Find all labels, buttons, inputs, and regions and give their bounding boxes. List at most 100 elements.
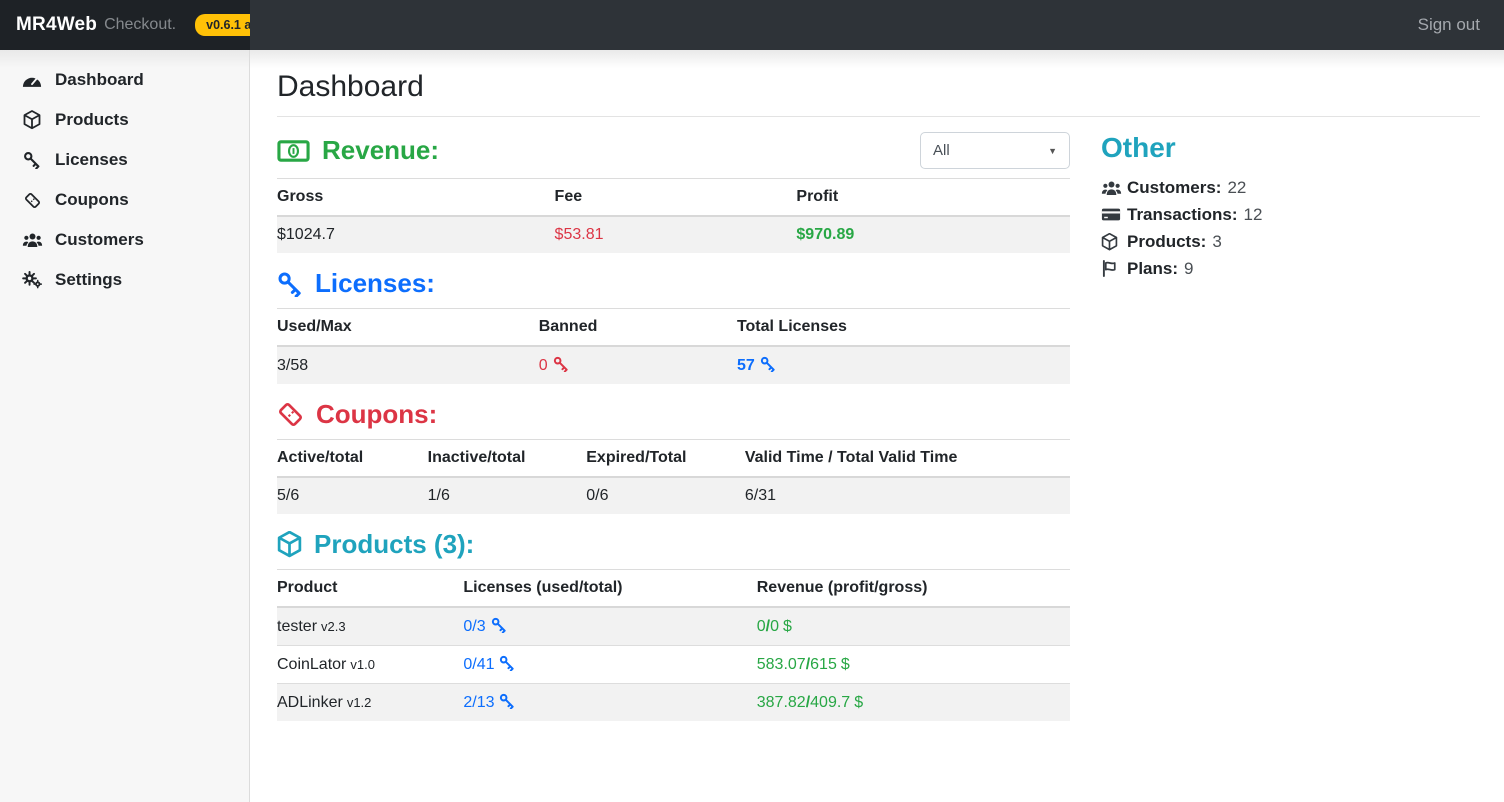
sidebar-item-label: Customers — [55, 230, 144, 249]
key-icon[interactable] — [499, 655, 515, 671]
coupons-expired-cell: 0/6 — [586, 487, 609, 504]
product-licenses-cell: 0/3 — [463, 607, 756, 646]
chevron-down-icon: ▼ — [1048, 145, 1057, 156]
key-icon — [277, 271, 303, 297]
revenue-col-gross: Gross — [277, 178, 555, 217]
users-icon — [1101, 180, 1127, 196]
ticket-icon — [277, 401, 304, 428]
revenue-col-profit: Profit — [796, 178, 1070, 217]
product-row: ADLinker v1.2 2/13 387.82/409.7 $ — [277, 683, 1070, 721]
cube-icon — [1101, 232, 1127, 251]
product-profit: 583.07 — [756, 655, 806, 673]
cogs-icon — [20, 271, 44, 289]
sidebar-item-customers[interactable]: Customers — [0, 220, 249, 260]
other-value: 22 — [1227, 178, 1247, 197]
other-item-products: Products: 3 — [1101, 228, 1480, 255]
sidebar-item-settings[interactable]: Settings — [0, 260, 249, 300]
product-revenue-cell: 0/0 $ — [757, 607, 1070, 646]
tachometer-icon — [20, 72, 44, 89]
product-row: CoinLator v1.0 0/41 583.07/615 $ — [277, 645, 1070, 684]
licenses-col-usedmax: Used/Max — [277, 308, 539, 347]
coupons-section-title: Coupons: — [316, 399, 438, 429]
other-item-transactions: Transactions: 12 — [1101, 201, 1480, 228]
flag-icon — [1101, 260, 1127, 277]
coupons-col-inactive: Inactive/total — [427, 439, 587, 478]
product-revenue-cell: 387.82/409.7 $ — [756, 683, 1070, 721]
key-icon[interactable] — [499, 693, 515, 709]
product-licenses-cell: 2/13 — [463, 683, 757, 721]
product-name: CoinLator — [277, 655, 347, 673]
licenses-total-cell: 57 — [737, 346, 1070, 384]
revenue-section-head: Revenue: All ▼ — [277, 132, 1070, 169]
products-section-head: Products (3): — [277, 529, 1070, 560]
cube-icon — [20, 110, 44, 130]
filter-selected-value: All — [933, 142, 950, 159]
sidebar-item-coupons[interactable]: Coupons — [0, 180, 249, 220]
other-label: Customers: — [1127, 178, 1222, 197]
coupons-col-expired: Expired/Total — [586, 439, 745, 478]
other-label: Products: — [1127, 232, 1207, 251]
other-item-plans: Plans: 9 — [1101, 255, 1480, 282]
other-label: Plans: — [1127, 259, 1179, 278]
key-icon — [20, 151, 44, 169]
users-icon — [20, 232, 44, 248]
sidebar-item-dashboard[interactable]: Dashboard — [0, 60, 249, 100]
key-icon[interactable] — [760, 356, 776, 372]
currency-symbol: $ — [783, 617, 792, 635]
main-column: Revenue: All ▼ Gross Fee Profit $ — [277, 117, 1070, 721]
sidebar-item-products[interactable]: Products — [0, 100, 249, 140]
cube-icon — [277, 531, 302, 558]
currency-symbol: $ — [840, 655, 850, 673]
licenses-col-banned: Banned — [538, 308, 737, 347]
product-gross: 615 — [810, 655, 837, 673]
product-name-cell: tester v2.3 — [277, 607, 463, 646]
banned-value: 0 — [538, 357, 548, 374]
total-licenses-value: 57 — [736, 357, 755, 374]
products-col-revenue: Revenue (profit/gross) — [756, 569, 1070, 608]
sidebar-item-licenses[interactable]: Licenses — [0, 140, 249, 180]
product-name-cell: ADLinker v1.2 — [277, 683, 464, 721]
other-label: Transactions: — [1127, 205, 1238, 224]
sidebar-item-label: Licenses — [55, 150, 128, 169]
brand-suffix: Checkout. — [104, 16, 177, 33]
coupons-col-active: Active/total — [277, 439, 428, 478]
product-version: v2.3 — [321, 618, 346, 634]
products-col-licenses: Licenses (used/total) — [463, 569, 757, 608]
product-licenses-cell: 0/41 — [463, 645, 757, 684]
key-icon[interactable] — [491, 617, 507, 633]
licenses-section-head: Licenses: — [277, 268, 1070, 299]
product-row: tester v2.3 0/3 0/0 $ — [277, 607, 1070, 646]
sign-out-link[interactable]: Sign out — [1417, 15, 1480, 34]
filter-select[interactable]: All ▼ — [920, 132, 1070, 169]
products-section-title: Products (3): — [314, 529, 475, 559]
key-icon[interactable] — [553, 356, 569, 372]
other-panel: Other Customers: 22 Transactions: 12 — [1070, 117, 1480, 721]
licenses-row: 3/58 0 57 — [277, 346, 1070, 384]
product-profit: 387.82 — [756, 693, 806, 711]
credit-card-icon — [1101, 207, 1127, 222]
other-value: 12 — [1243, 205, 1263, 224]
coupons-section-head: Coupons: — [277, 399, 1070, 430]
coupons-table: Active/total Inactive/total Expired/Tota… — [277, 439, 1070, 514]
topbar-right: Sign out — [250, 0, 1504, 50]
coupons-row: 5/6 1/6 0/6 6/31 — [277, 477, 1070, 514]
revenue-profit-cell: $970.89 — [796, 226, 855, 243]
product-gross: 0 — [770, 617, 780, 635]
product-version: v1.2 — [346, 694, 372, 710]
ticket-icon — [20, 191, 44, 210]
product-name: tester — [277, 617, 318, 635]
revenue-section-title: Revenue: — [322, 135, 440, 165]
product-revenue-cell: 583.07/615 $ — [756, 645, 1070, 684]
coupons-validtime-cell: 6/31 — [744, 487, 776, 504]
sidebar-item-label: Settings — [55, 270, 123, 289]
content-area: Dashboard Revenue: All ▼ — [250, 50, 1504, 802]
currency-symbol: $ — [854, 693, 864, 711]
product-licenses-value: 0/41 — [463, 656, 495, 673]
products-col-product: Product — [277, 569, 464, 608]
products-table: Product Licenses (used/total) Revenue (p… — [277, 569, 1070, 721]
revenue-table: Gross Fee Profit $1024.7 $53.81 $970.89 — [277, 178, 1070, 253]
brand-area: MR4Web Checkout. v0.6.1 alfa — [0, 0, 277, 50]
licenses-section-title: Licenses: — [315, 268, 435, 298]
coupons-active-cell: 5/6 — [277, 487, 300, 504]
slash-separator: / — [805, 693, 811, 711]
